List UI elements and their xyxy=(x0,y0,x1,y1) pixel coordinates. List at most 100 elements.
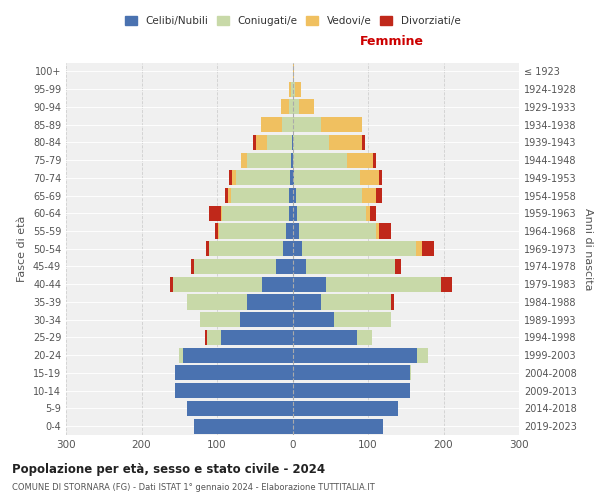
Bar xyxy=(179,348,183,362)
Bar xyxy=(295,82,301,96)
Bar xyxy=(370,206,376,221)
Bar xyxy=(187,401,293,416)
Text: COMUNE DI STORNARA (FG) - Dati ISTAT 1° gennaio 2024 - Elaborazione TUTTITALIA.I: COMUNE DI STORNARA (FG) - Dati ISTAT 1° … xyxy=(12,482,375,492)
Bar xyxy=(376,224,379,238)
Bar xyxy=(376,188,382,203)
Bar xyxy=(293,294,321,310)
Bar xyxy=(293,82,295,96)
Bar xyxy=(221,330,293,345)
Bar xyxy=(239,312,293,327)
Bar xyxy=(367,206,370,221)
Bar xyxy=(194,259,276,274)
Bar xyxy=(441,276,452,292)
Bar xyxy=(230,188,289,203)
Bar xyxy=(395,259,401,274)
Bar xyxy=(209,241,283,256)
Bar xyxy=(215,224,218,238)
Bar xyxy=(232,170,236,186)
Bar xyxy=(293,348,417,362)
Bar xyxy=(293,312,334,327)
Bar xyxy=(347,152,373,168)
Bar xyxy=(361,170,379,186)
Bar xyxy=(293,152,347,168)
Bar xyxy=(297,206,367,221)
Bar xyxy=(293,224,299,238)
Bar xyxy=(283,241,293,256)
Bar xyxy=(302,241,416,256)
Bar xyxy=(293,206,297,221)
Bar xyxy=(206,241,209,256)
Bar xyxy=(256,135,267,150)
Bar xyxy=(227,188,230,203)
Bar xyxy=(267,135,292,150)
Bar xyxy=(194,418,293,434)
Bar xyxy=(229,170,232,186)
Y-axis label: Fasce di età: Fasce di età xyxy=(17,216,27,282)
Bar xyxy=(293,241,302,256)
Bar xyxy=(293,64,294,79)
Bar xyxy=(293,330,356,345)
Bar xyxy=(253,135,256,150)
Text: Femmine: Femmine xyxy=(360,34,424,48)
Bar xyxy=(356,330,372,345)
Bar xyxy=(276,259,293,274)
Legend: Celibi/Nubili, Coniugati/e, Vedovi/e, Divorziati/e: Celibi/Nubili, Coniugati/e, Vedovi/e, Di… xyxy=(125,16,460,26)
Bar xyxy=(173,276,262,292)
Bar xyxy=(379,170,382,186)
Bar xyxy=(262,276,293,292)
Bar xyxy=(170,276,173,292)
Bar xyxy=(306,259,395,274)
Bar xyxy=(362,135,365,150)
Bar xyxy=(289,82,291,96)
Bar xyxy=(329,135,362,150)
Bar xyxy=(293,418,383,434)
Bar xyxy=(175,383,293,398)
Bar xyxy=(422,241,434,256)
Bar xyxy=(293,401,398,416)
Bar xyxy=(416,241,422,256)
Bar xyxy=(221,206,222,221)
Bar xyxy=(236,170,290,186)
Text: Popolazione per età, sesso e stato civile - 2024: Popolazione per età, sesso e stato civil… xyxy=(12,462,325,475)
Bar xyxy=(410,366,411,380)
Bar xyxy=(191,259,194,274)
Bar xyxy=(218,224,286,238)
Bar xyxy=(222,206,289,221)
Bar xyxy=(289,188,293,203)
Bar xyxy=(293,259,306,274)
Bar xyxy=(417,348,428,362)
Bar xyxy=(247,294,293,310)
Bar xyxy=(289,206,293,221)
Bar xyxy=(290,170,293,186)
Bar xyxy=(175,366,293,380)
Bar xyxy=(293,366,410,380)
Bar xyxy=(391,294,394,310)
Bar xyxy=(362,188,376,203)
Bar xyxy=(241,152,247,168)
Bar xyxy=(293,383,410,398)
Bar xyxy=(292,135,293,150)
Bar xyxy=(247,152,291,168)
Bar xyxy=(281,100,289,114)
Bar xyxy=(289,100,293,114)
Bar xyxy=(286,224,293,238)
Bar xyxy=(282,117,293,132)
Bar xyxy=(209,206,221,221)
Bar xyxy=(293,170,294,186)
Bar xyxy=(296,188,362,203)
Bar xyxy=(261,117,282,132)
Bar xyxy=(293,117,321,132)
Bar xyxy=(334,312,391,327)
Bar xyxy=(373,152,376,168)
Bar xyxy=(183,348,293,362)
Bar xyxy=(291,152,293,168)
Bar xyxy=(293,100,299,114)
Bar xyxy=(299,224,376,238)
Bar xyxy=(291,82,293,96)
Y-axis label: Anni di nascita: Anni di nascita xyxy=(583,208,593,290)
Bar xyxy=(187,294,247,310)
Bar xyxy=(299,100,314,114)
Bar xyxy=(205,330,207,345)
Bar xyxy=(379,224,391,238)
Bar xyxy=(321,117,362,132)
